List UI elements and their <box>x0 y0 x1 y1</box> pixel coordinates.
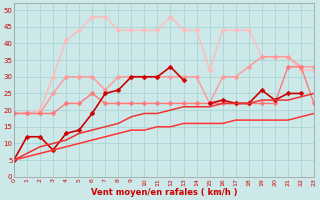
X-axis label: Vent moyen/en rafales ( km/h ): Vent moyen/en rafales ( km/h ) <box>91 188 237 197</box>
